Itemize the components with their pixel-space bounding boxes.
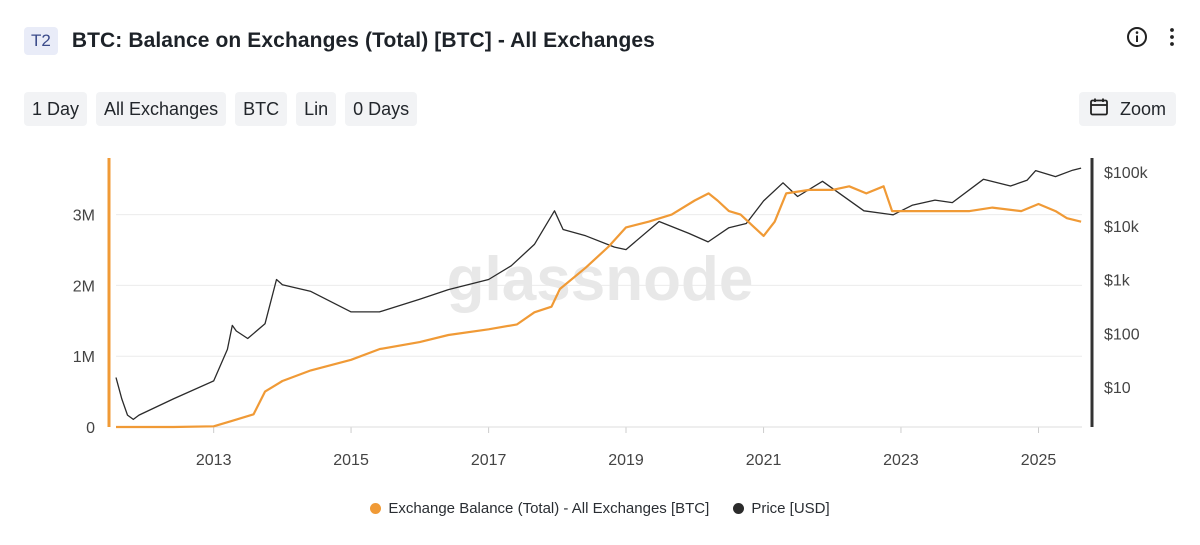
left-tick-label: 0 (86, 420, 95, 437)
price-legend-dot (733, 503, 745, 514)
balance-legend-dot (370, 503, 382, 514)
zoom-label: Zoom (1119, 98, 1166, 119)
right-tick-label: $100 (1104, 326, 1140, 343)
right-tick-label: $10k (1104, 219, 1140, 236)
right-tick-label: $10 (1104, 380, 1131, 397)
header-actions (1126, 26, 1176, 48)
legend-item-balance[interactable]: Exchange Balance (Total) - All Exchanges… (370, 500, 709, 517)
x-tick-label: 2025 (1021, 452, 1057, 469)
left-tick-label: 3M (73, 208, 95, 225)
watermark: glassnode (447, 245, 754, 314)
chart-area[interactable]: glassnode 0 1M 2M 3M $10 $100 $1k $10k $100k 20… (0, 140, 1200, 490)
chart-title: BTC: Balance on Exchanges (Total) [BTC] … (71, 29, 655, 52)
x-tick-label: 2013 (196, 452, 232, 469)
currency-selector[interactable]: BTC (235, 92, 288, 126)
exchange-selector[interactable]: All Exchanges (96, 92, 227, 126)
legend-label-balance: Exchange Balance (Total) - All Exchanges… (388, 500, 710, 517)
resolution-selector[interactable]: 1 Day (24, 92, 88, 126)
zoom-button[interactable]: Zoom (1078, 92, 1176, 126)
x-tick-label: 2019 (608, 452, 644, 469)
chart-header: T2 BTC: Balance on Exchanges (Total) [BT… (24, 24, 1176, 58)
x-axis-ticks: 2013 2015 2017 2019 2021 2023 2025 (116, 426, 1082, 469)
more-options-icon[interactable] (1168, 27, 1176, 47)
calendar-icon (1089, 97, 1109, 122)
x-tick-label: 2015 (333, 452, 369, 469)
chart-toolbar: 1 Day All Exchanges BTC Lin 0 Days (24, 92, 418, 126)
left-tick-label: 2M (73, 278, 95, 295)
left-tick-label: 1M (73, 349, 95, 366)
x-tick-label: 2023 (883, 452, 919, 469)
tier-badge: T2 (24, 27, 58, 55)
info-icon[interactable] (1126, 26, 1148, 48)
balance-series-line (116, 185, 1082, 429)
moving-average-selector[interactable]: 0 Days (345, 92, 418, 126)
legend-label-price: Price [USD] (751, 500, 830, 517)
price-series-line (115, 167, 1082, 421)
x-tick-label: 2017 (471, 452, 507, 469)
left-axis-ticks: 0 1M 2M 3M (73, 208, 95, 437)
right-tick-label: $100k (1104, 165, 1149, 182)
x-tick-label: 2021 (746, 452, 782, 469)
legend-item-price[interactable]: Price [USD] (733, 500, 830, 517)
right-axis-ticks: $10 $100 $1k $10k $100k (1104, 165, 1149, 397)
chart-legend: Exchange Balance (Total) - All Exchanges… (0, 500, 1200, 517)
right-tick-label: $1k (1104, 273, 1131, 290)
scale-selector[interactable]: Lin (296, 92, 337, 126)
